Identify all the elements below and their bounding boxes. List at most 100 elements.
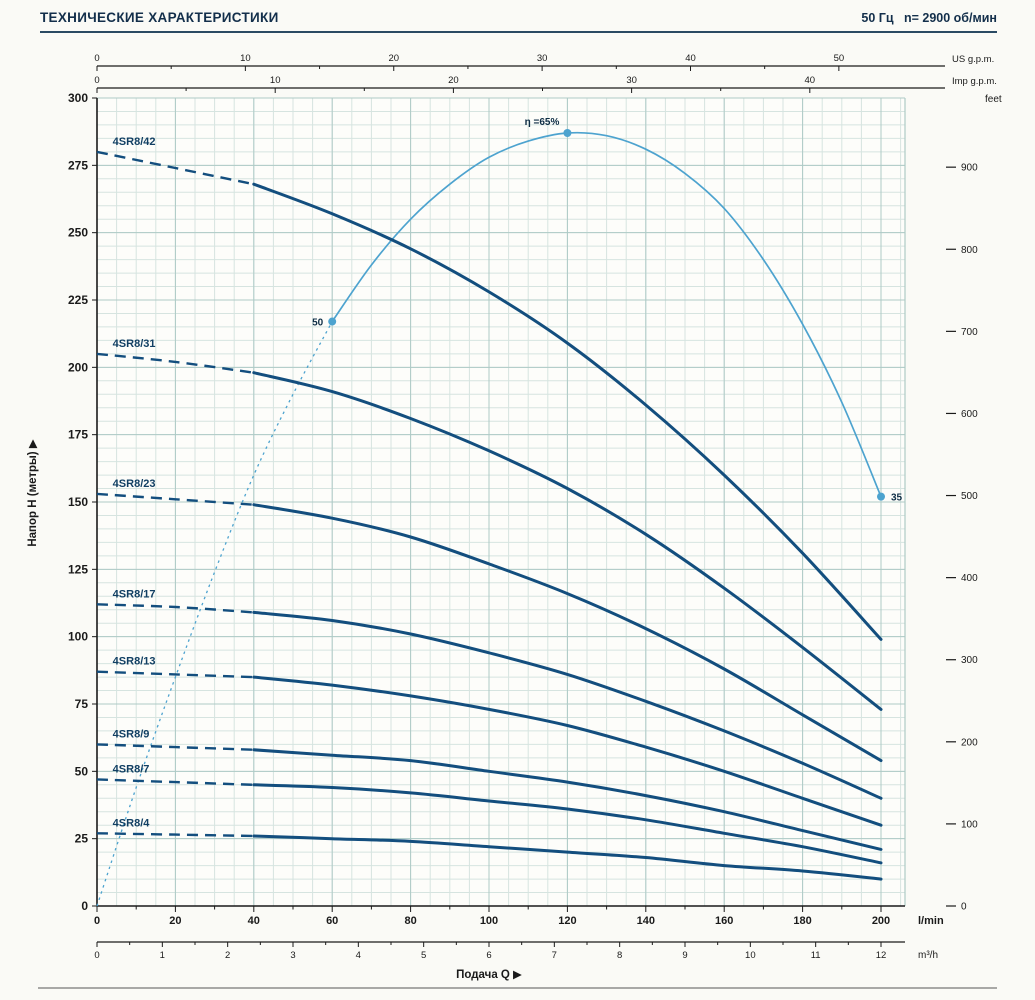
pump-curve-4SR8-13-dashed (96, 670, 254, 679)
imp-gpm-axis-tick-label: 20 (448, 75, 459, 86)
pump-curve-4SR8-42-label: 4SR8/42 (113, 136, 156, 148)
pump-curve-4SR8-42: 4SR8/42 (96, 136, 883, 641)
lmin-tick-label: 20 (169, 915, 181, 927)
bottom-axis-lmin: 0 20 40 60 80 100 120 140 160 180 200 l/min (94, 905, 944, 927)
lmin-tick-label: 60 (326, 915, 338, 927)
us-gpm-axis: 0 10 20 30 40 50 US g.p.m. (94, 53, 994, 71)
pump-curve-4SR8-17: 4SR8/17 (96, 588, 883, 800)
pump-curve-4SR8-31-label: 4SR8/31 (113, 338, 156, 350)
lmin-tick-label: 160 (715, 915, 733, 927)
pump-curve-4SR8-7-dashed (96, 778, 254, 786)
m3h-tick-label: 0 (94, 950, 99, 961)
feet-tick-label: 100 (961, 819, 978, 830)
lmin-tick-label: 180 (793, 915, 811, 927)
pump-curve-4SR8-9-solid (252, 748, 883, 851)
efficiency-point-50 (328, 317, 337, 326)
pump-curve-4SR8-13: 4SR8/13 (96, 656, 883, 827)
pump-curve-4SR8-13-solid (252, 675, 883, 827)
us-gpm-axis-tick-label: 20 (388, 53, 399, 64)
m3h-tick-label: 6 (486, 950, 491, 961)
m3h-tick-label: 2 (225, 950, 230, 961)
x-axis-title: Подача Q ▶ (456, 969, 522, 981)
pump-curve-4SR8-4: 4SR8/4 (96, 817, 883, 881)
m3h-tick-label: 3 (290, 950, 295, 961)
efficiency-curve-solid (331, 131, 882, 497)
pump-curve-4SR8-9-dashed (96, 743, 254, 751)
bottom-axis-m3h: 0 1 2 3 4 5 6 7 8 9 10 11 12 m³/h (94, 941, 938, 961)
pump-curve-4SR8-23: 4SR8/23 (96, 478, 883, 763)
m3h-tick-label: 12 (876, 950, 887, 961)
feet-unit-label: feet (985, 94, 1002, 105)
feet-tick-label: 600 (961, 409, 978, 420)
pump-curve-4SR8-17-label: 4SR8/17 (113, 588, 156, 600)
imp-gpm-axis-tick-label: 30 (626, 75, 637, 86)
us-gpm-axis-tick-label: 30 (537, 53, 548, 64)
pump-curve-4SR8-13-label: 4SR8/13 (113, 656, 156, 668)
page-title: ТЕХНИЧЕСКИЕ ХАРАКТЕРИСТИКИ (40, 10, 279, 25)
m3h-tick-label: 10 (745, 950, 756, 961)
lmin-tick-label: 0 (94, 915, 100, 927)
lmin-tick-label: 40 (248, 915, 260, 927)
m3h-tick-label: 1 (160, 950, 165, 961)
head-tick-label: 300 (68, 91, 88, 105)
us-gpm-axis-tick-label: 0 (94, 53, 99, 64)
pump-curve-4SR8-4-label: 4SR8/4 (113, 817, 151, 829)
frequency-speed-label: 50 Гц n= 2900 об/мин (861, 11, 997, 25)
us-gpm-axis-tick-label: 10 (240, 53, 251, 64)
feet-tick-label: 500 (961, 491, 978, 502)
head-tick-label: 100 (68, 630, 88, 644)
pump-curve-4SR8-9-label: 4SR8/9 (113, 728, 150, 740)
pump-curve-4SR8-17-dashed (96, 603, 254, 614)
efficiency-curve: 50 η =65% 35 (96, 117, 903, 907)
m3h-tick-label: 11 (811, 950, 821, 961)
feet-tick-label: 800 (961, 245, 978, 256)
feet-tick-label: 200 (961, 737, 978, 748)
pump-curves-svg: 0 10 20 30 40 50 US g.p.m.0 10 20 30 40 Imp g.p.m.0… (27, 53, 1002, 989)
feet-tick-label: 300 (961, 655, 978, 666)
lmin-tick-label: 80 (404, 915, 416, 927)
head-tick-label: 0 (81, 899, 88, 913)
lmin-unit-label: l/min (918, 915, 944, 927)
imp-gpm-axis-tick-label: 40 (805, 75, 816, 86)
efficiency-curve-dashed (96, 321, 333, 907)
head-tick-label: 275 (68, 158, 88, 172)
head-tick-label: 225 (68, 293, 88, 307)
us-gpm-axis-unit-label: US g.p.m. (952, 54, 994, 65)
head-tick-label: 25 (75, 832, 89, 846)
head-tick-label: 50 (75, 764, 89, 778)
header: ТЕХНИЧЕСКИЕ ХАРАКТЕРИСТИКИ 50 Гц n= 2900… (40, 0, 997, 33)
grid (96, 97, 906, 907)
m3h-unit-label: m³/h (918, 950, 938, 961)
lmin-tick-label: 140 (637, 915, 655, 927)
m3h-tick-label: 5 (421, 950, 426, 961)
imp-gpm-axis-tick-label: 10 (270, 75, 281, 86)
pump-curve-4SR8-23-dashed (96, 492, 254, 506)
pump-curve-4SR8-31-dashed (96, 352, 254, 374)
efficiency-point-35 (877, 492, 885, 501)
pump-curve-4SR8-31: 4SR8/31 (96, 338, 883, 711)
m3h-tick-label: 9 (682, 950, 687, 961)
pump-performance-chart: 0 10 20 30 40 50 US g.p.m. 0 10 20 30 40 Imp g.p.m. 0… (0, 38, 1035, 1000)
feet-tick-label: 0 (961, 902, 967, 913)
pump-curve-4SR8-23-solid (252, 503, 883, 763)
us-gpm-axis-tick-label: 50 (834, 53, 845, 64)
pump-curve-4SR8-7: 4SR8/7 (96, 763, 883, 865)
y-axis-title: Напор H (метры) ▶ (27, 439, 39, 546)
pump-curve-4SR8-23-label: 4SR8/23 (113, 478, 156, 490)
lmin-tick-label: 200 (872, 915, 890, 927)
head-tick-label: 175 (68, 428, 88, 442)
efficiency-label: 35 (891, 493, 903, 504)
pump-curve-4SR8-7-solid (252, 783, 883, 865)
head-tick-label: 150 (68, 495, 88, 509)
efficiency-label: η =65% (525, 117, 560, 128)
pump-curve-4SR8-42-solid (252, 182, 883, 641)
m3h-tick-label: 7 (552, 950, 557, 961)
head-tick-label: 125 (68, 562, 88, 576)
pump-curve-4SR8-31-solid (252, 371, 883, 711)
efficiency-label: 50 (312, 318, 324, 329)
pump-curve-4SR8-42-dashed (96, 150, 255, 186)
head-tick-label: 75 (75, 697, 89, 711)
lmin-tick-label: 100 (480, 915, 498, 927)
pump-curve-4SR8-7-label: 4SR8/7 (113, 763, 150, 775)
